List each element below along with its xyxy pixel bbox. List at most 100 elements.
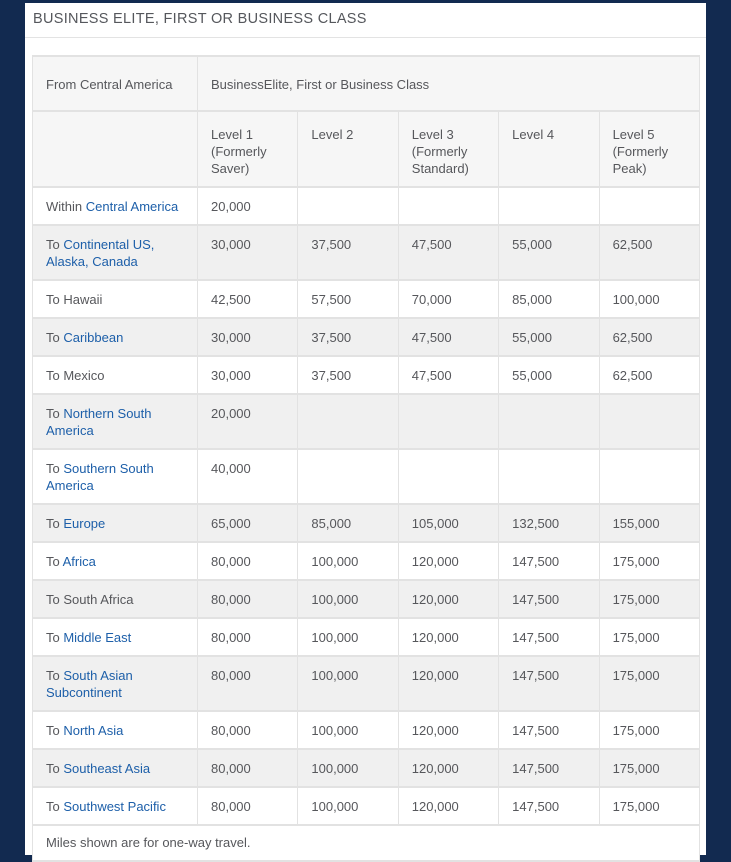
miles-cell: 20,000 (196, 186, 299, 226)
table-row: Within Central America 20,000 (32, 186, 701, 226)
miles-cell: 65,000 (196, 503, 299, 543)
miles-cell (297, 448, 399, 505)
miles-cell (397, 393, 500, 450)
destination-link[interactable]: Europe (63, 516, 106, 531)
table-row: To Continental US, Alaska, Canada 30,000… (32, 224, 701, 281)
table-row: To Middle East 80,000 100,000 120,000 147,5… (32, 617, 701, 657)
row-prefix: Within (46, 199, 86, 214)
destination-link[interactable]: Northern South America (46, 406, 152, 438)
destination-cell: To Mexico (32, 355, 198, 395)
miles-cell: 100,000 (297, 655, 399, 712)
award-chart-table: From Central America BusinessElite, Firs… (32, 55, 701, 862)
miles-cell: 100,000 (297, 617, 399, 657)
footnote-text: Miles shown are for one-way travel. (32, 824, 700, 862)
level-header-row: Level 1 (Formerly Saver) Level 2 Level 3… (32, 110, 701, 188)
miles-cell: 147,500 (498, 579, 600, 619)
row-prefix: To (46, 292, 64, 307)
destination-cell: To Continental US, Alaska, Canada (32, 224, 198, 281)
table-row: To South Asian Subcontinent 80,000 100,00… (32, 655, 701, 712)
destination-cell: To North Asia (32, 710, 198, 750)
miles-cell: 80,000 (196, 579, 299, 619)
row-prefix: To (46, 461, 64, 476)
table-row: To Southwest Pacific 80,000 100,000 120,00… (32, 786, 701, 826)
table-row: To Mexico 30,000 37,500 47,500 55,000 62,500 (32, 355, 701, 395)
destination-link: Mexico (63, 368, 105, 383)
destination-link[interactable]: Continental US, Alaska, Canada (46, 237, 155, 269)
miles-cell: 175,000 (598, 655, 701, 712)
miles-cell: 37,500 (297, 355, 399, 395)
destination-cell: To Caribbean (32, 317, 198, 357)
miles-cell (297, 393, 399, 450)
miles-cell: 175,000 (598, 786, 701, 826)
row-prefix: To (46, 630, 64, 645)
row-prefix: To (46, 406, 64, 421)
destination-link[interactable]: Central America (85, 199, 179, 214)
miles-cell: 100,000 (297, 710, 399, 750)
destination-cell: Within Central America (32, 186, 198, 226)
miles-cell: 120,000 (397, 655, 500, 712)
miles-cell: 132,500 (498, 503, 600, 543)
miles-cell: 30,000 (196, 355, 299, 395)
miles-cell: 42,500 (196, 279, 299, 319)
row-prefix: To (46, 761, 64, 776)
level-1-header: Level 1 (Formerly Saver) (196, 110, 299, 188)
footnote-row: Miles shown are for one-way travel. (32, 824, 700, 862)
destination-link[interactable]: North Asia (63, 723, 124, 738)
destination-cell: To Middle East (32, 617, 198, 657)
miles-cell: 147,500 (498, 786, 600, 826)
destination-link[interactable]: Africa (62, 554, 96, 569)
destination-link[interactable]: Middle East (63, 630, 132, 645)
miles-cell: 20,000 (196, 393, 299, 450)
miles-cell: 57,500 (297, 279, 399, 319)
award-table-body: Within Central America 20,000 To Contine… (32, 186, 701, 826)
destination-cell: To Africa (32, 541, 198, 581)
destination-link[interactable]: Southwest Pacific (63, 799, 166, 814)
miles-cell: 30,000 (196, 224, 299, 281)
destination-link[interactable]: Caribbean (63, 330, 124, 345)
destination-cell: To Hawaii (32, 279, 198, 319)
miles-cell: 120,000 (397, 748, 500, 788)
destination-link: Hawaii (63, 292, 103, 307)
miles-cell: 100,000 (297, 541, 399, 581)
miles-cell: 80,000 (196, 710, 299, 750)
miles-cell: 62,500 (598, 224, 701, 281)
miles-cell (598, 186, 701, 226)
miles-cell: 55,000 (498, 355, 600, 395)
destination-cell: To Northern South America (32, 393, 198, 450)
row-prefix: To (46, 554, 63, 569)
miles-cell: 85,000 (297, 503, 399, 543)
table-row: To Europe 65,000 85,000 105,000 132,500 155,… (32, 503, 701, 543)
miles-cell: 37,500 (297, 317, 399, 357)
miles-cell: 47,500 (397, 224, 500, 281)
miles-cell: 62,500 (598, 317, 701, 357)
miles-cell: 147,500 (498, 710, 600, 750)
destination-link[interactable]: Southeast Asia (63, 761, 151, 776)
miles-cell: 47,500 (397, 317, 500, 357)
table-row: To Southeast Asia 80,000 100,000 120,000 14… (32, 748, 701, 788)
table-row: To North Asia 80,000 100,000 120,000 147,50… (32, 710, 701, 750)
miles-cell: 147,500 (498, 655, 600, 712)
row-prefix: To (46, 723, 64, 738)
miles-cell (397, 448, 500, 505)
miles-cell: 175,000 (598, 579, 701, 619)
table-row: To Hawaii 42,500 57,500 70,000 85,000 100,00… (32, 279, 701, 319)
miles-cell: 40,000 (196, 448, 299, 505)
miles-cell (297, 186, 399, 226)
table-header-row: From Central America BusinessElite, Firs… (32, 55, 700, 112)
miles-cell: 120,000 (397, 710, 500, 750)
miles-cell: 55,000 (498, 317, 600, 357)
table-row: To Caribbean 30,000 37,500 47,500 55,000 62,… (32, 317, 701, 357)
miles-cell: 147,500 (498, 748, 600, 788)
destination-cell: To Southern South America (32, 448, 198, 505)
miles-cell: 120,000 (397, 786, 500, 826)
miles-cell: 175,000 (598, 748, 701, 788)
empty-header-cell (32, 110, 198, 188)
destination-link[interactable]: South Asian Subcontinent (46, 668, 133, 700)
level-5-header: Level 5 (Formerly Peak) (598, 110, 701, 188)
row-prefix: To (46, 368, 64, 383)
award-chart-wrapper: From Central America BusinessElite, Firs… (25, 38, 706, 862)
table-row: To Northern South America 20,000 (32, 393, 701, 450)
destination-link[interactable]: Southern South America (46, 461, 154, 493)
miles-cell: 120,000 (397, 541, 500, 581)
miles-cell: 37,500 (297, 224, 399, 281)
